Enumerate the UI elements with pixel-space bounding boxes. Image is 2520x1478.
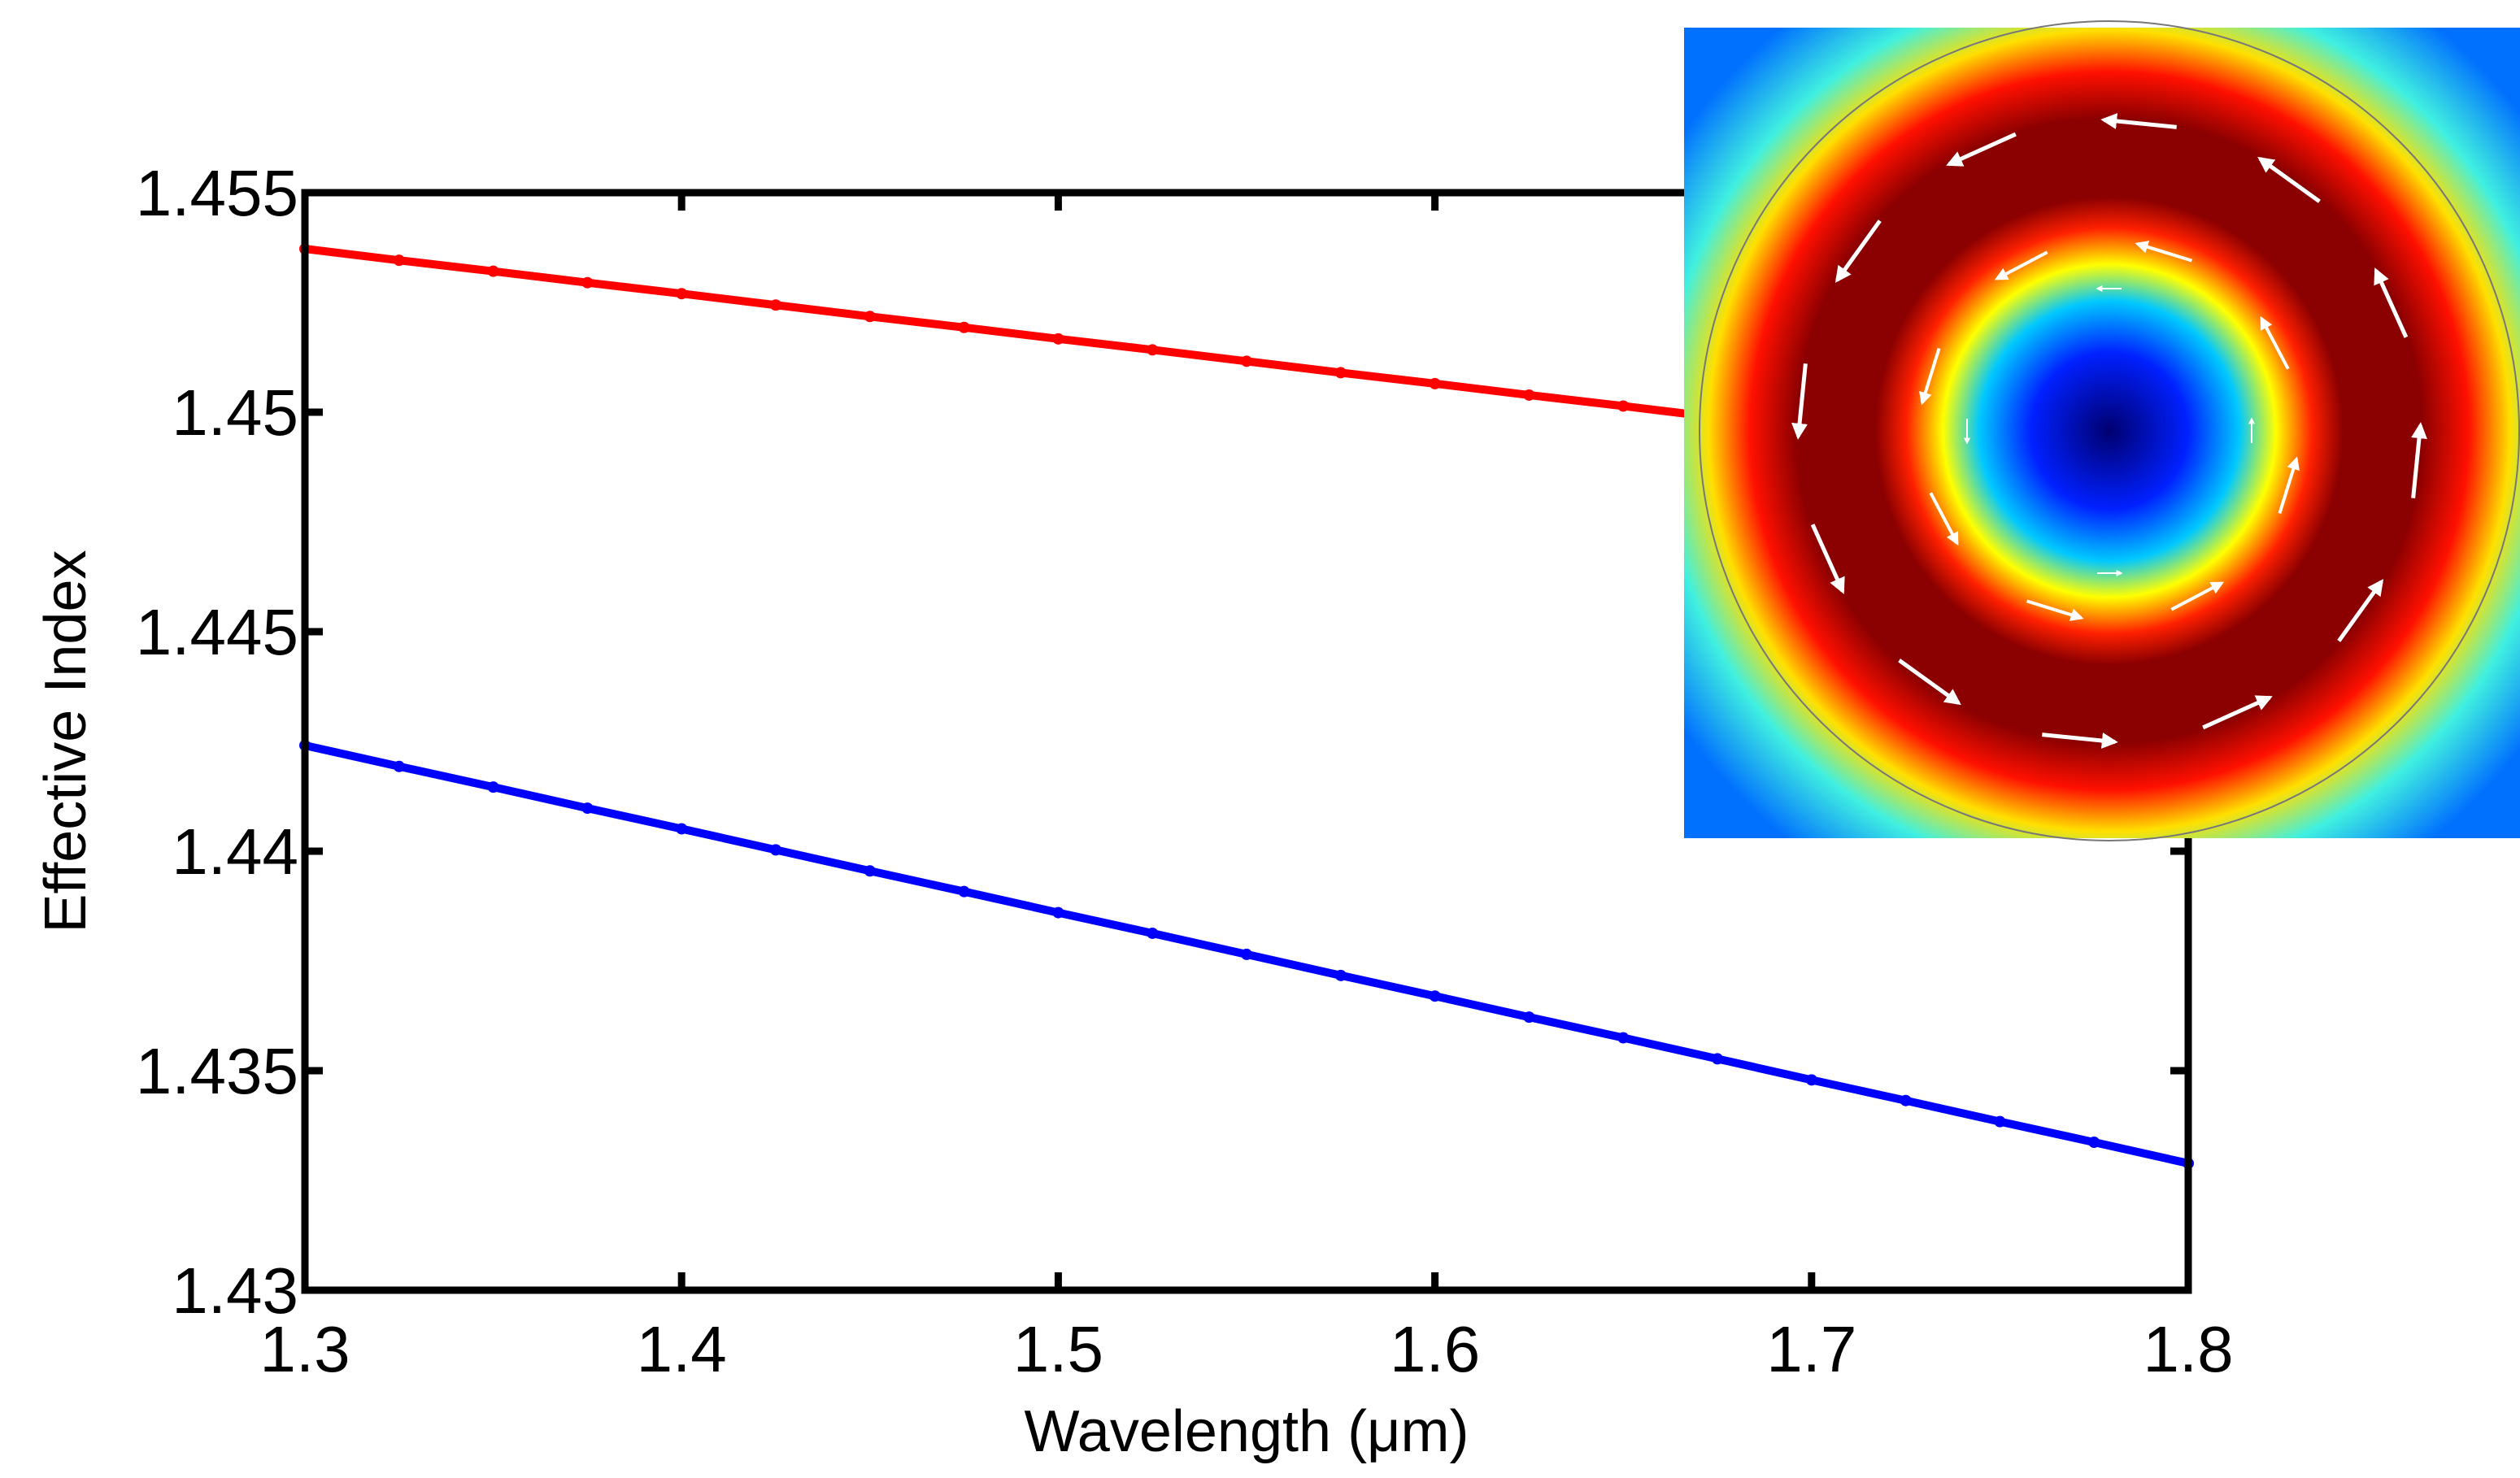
data-point bbox=[1429, 377, 1441, 389]
field-arrow bbox=[2135, 241, 2192, 263]
x-tick-label: 1.7 bbox=[1766, 1313, 1856, 1385]
x-tick-label: 1.6 bbox=[1390, 1313, 1480, 1385]
data-point bbox=[770, 844, 781, 856]
x-tick-label: 1.5 bbox=[1013, 1313, 1103, 1385]
y-tick-label: 1.435 bbox=[136, 1035, 298, 1107]
data-point bbox=[1334, 969, 1347, 981]
y-tick-label: 1.44 bbox=[172, 815, 298, 888]
field-arrow bbox=[1898, 659, 1961, 706]
data-point bbox=[1994, 1115, 2006, 1128]
field-arrow bbox=[2260, 315, 2290, 370]
x-axis-label: Wavelength (μm) bbox=[1025, 1399, 1469, 1464]
data-point bbox=[1147, 344, 1159, 356]
data-point bbox=[487, 781, 499, 793]
x-tick-label: 1.4 bbox=[637, 1313, 727, 1385]
y-tick-label: 1.455 bbox=[136, 157, 298, 229]
y-tick-label: 1.43 bbox=[172, 1254, 298, 1327]
data-point bbox=[1900, 1094, 1912, 1106]
data-point bbox=[1805, 1074, 1817, 1086]
data-point bbox=[770, 299, 781, 311]
field-arrow bbox=[2042, 732, 2118, 749]
data-point bbox=[1147, 927, 1159, 939]
field-arrow bbox=[1835, 220, 1882, 283]
data-point bbox=[393, 760, 405, 772]
x-tick-label: 1.8 bbox=[2143, 1313, 2233, 1385]
data-point bbox=[1241, 355, 1252, 367]
field-arrow bbox=[2026, 599, 2084, 621]
field-arrow bbox=[1919, 348, 1941, 406]
data-point bbox=[1052, 333, 1064, 345]
data-point bbox=[958, 885, 970, 898]
data-point bbox=[487, 265, 499, 277]
data-point bbox=[864, 311, 876, 323]
data-point bbox=[1712, 1053, 1723, 1065]
data-point bbox=[676, 823, 688, 835]
data-point bbox=[1241, 948, 1252, 960]
field-arrow bbox=[1791, 363, 1808, 440]
data-point bbox=[864, 865, 876, 877]
data-point bbox=[2088, 1137, 2100, 1149]
field-arrow bbox=[1946, 132, 2017, 167]
mode-field-inset bbox=[1684, 28, 2520, 838]
data-point bbox=[1429, 990, 1441, 1002]
field-arrow bbox=[1810, 524, 1845, 594]
fiber-boundary bbox=[1699, 20, 2520, 841]
field-arrow bbox=[2100, 113, 2177, 129]
x-tick-label: 1.3 bbox=[259, 1313, 350, 1385]
data-point bbox=[1617, 400, 1630, 412]
data-point bbox=[1334, 367, 1347, 379]
field-arrow bbox=[2257, 156, 2321, 203]
data-point bbox=[1052, 906, 1064, 919]
field-arrow bbox=[2411, 422, 2427, 498]
data-point bbox=[581, 276, 594, 289]
field-arrow bbox=[2374, 267, 2409, 338]
field-arrow bbox=[2337, 579, 2384, 642]
field-arrow bbox=[2202, 695, 2273, 730]
field-arrow bbox=[2170, 581, 2225, 611]
field-arrow bbox=[2278, 456, 2300, 514]
data-point bbox=[581, 802, 594, 815]
data-point bbox=[1617, 1032, 1630, 1044]
data-point bbox=[676, 288, 688, 300]
y-tick-label: 1.445 bbox=[136, 596, 298, 668]
data-point bbox=[393, 254, 405, 267]
y-tick-label: 1.45 bbox=[172, 376, 298, 449]
y-axis-label: Effective Index bbox=[33, 550, 98, 933]
field-arrow bbox=[1929, 492, 1959, 546]
data-point bbox=[1523, 389, 1535, 401]
data-point bbox=[1523, 1011, 1535, 1024]
field-arrow bbox=[1994, 250, 2048, 280]
data-point bbox=[958, 321, 970, 333]
